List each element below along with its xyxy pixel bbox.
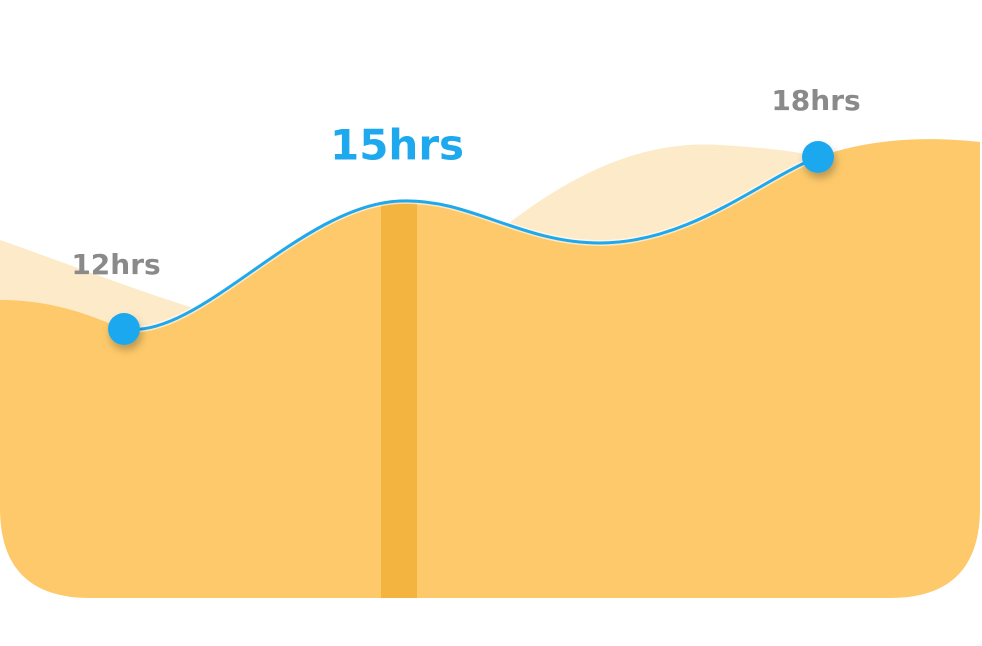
point-label: 18hrs bbox=[771, 84, 860, 117]
point-dot bbox=[108, 313, 140, 345]
highlight-stripe bbox=[381, 150, 417, 598]
point-dot bbox=[802, 141, 834, 173]
curve-line bbox=[123, 155, 819, 332]
main-area bbox=[0, 139, 980, 598]
point-label: 15hrs bbox=[330, 121, 464, 170]
point-label: 12hrs bbox=[71, 248, 160, 281]
